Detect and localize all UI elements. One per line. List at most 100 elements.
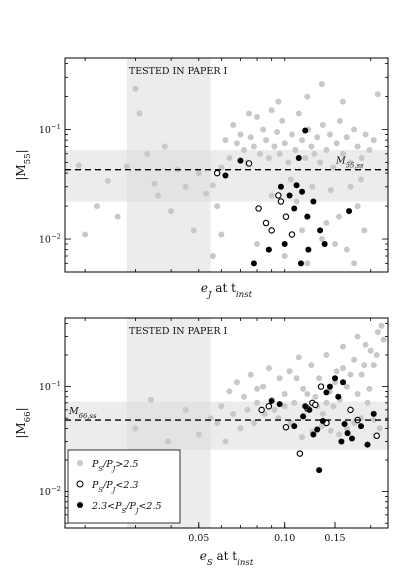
data-point-s1-4 — [268, 227, 275, 234]
data-point-s0-43 — [373, 351, 380, 358]
data-point-s2-12 — [305, 246, 312, 253]
data-point-s0-36 — [271, 143, 278, 150]
data-point-s0-17 — [286, 368, 293, 375]
data-point-s2-13 — [341, 421, 348, 428]
data-point-s0-74 — [309, 183, 316, 190]
data-point-s0-72 — [340, 98, 347, 105]
data-point-s0-89 — [218, 231, 225, 238]
data-point-s0-92 — [336, 213, 343, 220]
data-point-s0-25 — [319, 410, 326, 417]
data-point-s0-50 — [314, 134, 321, 141]
legend-marker-0 — [77, 460, 83, 466]
data-point-s0-12 — [168, 208, 175, 215]
data-point-s2-18 — [370, 410, 377, 417]
data-point-s2-18 — [295, 154, 302, 161]
data-point-s0-53 — [323, 147, 330, 154]
data-point-s0-26 — [323, 351, 330, 358]
data-point-s0-10 — [247, 371, 254, 378]
data-point-s1-9 — [347, 406, 354, 414]
data-point-s0-41 — [378, 322, 385, 329]
data-point-s0-70 — [275, 98, 282, 105]
y-tick-label: 10−1 — [39, 380, 61, 393]
data-point-s0-85 — [361, 227, 368, 234]
data-point-s0-87 — [281, 252, 288, 259]
data-point-s0-72 — [304, 390, 311, 397]
data-point-s0-69 — [304, 93, 311, 100]
data-point-s0-67 — [361, 362, 368, 369]
data-point-s0-8 — [144, 150, 151, 157]
data-point-s0-54 — [326, 131, 333, 138]
data-point-s2-10 — [331, 375, 338, 382]
data-point-s1-7 — [288, 231, 296, 238]
data-point-s0-3 — [104, 177, 111, 184]
data-point-s2-5 — [299, 188, 306, 195]
data-point-s0-8 — [233, 379, 240, 386]
legend-label-1: PS/PJ<2.3 — [91, 480, 138, 494]
data-point-s2-8 — [323, 389, 330, 396]
data-point-s0-64 — [362, 131, 369, 138]
x-tick-label: 0.15 — [324, 533, 345, 544]
data-point-s0-77 — [293, 198, 300, 205]
data-point-s0-58 — [340, 150, 347, 157]
data-point-s2-3 — [300, 413, 307, 420]
data-point-s0-44 — [364, 399, 371, 406]
data-point-s0-93 — [354, 203, 361, 210]
data-point-s2-3 — [286, 192, 293, 199]
data-point-s1-3 — [296, 450, 304, 457]
data-point-s0-60 — [347, 159, 354, 166]
data-point-s0-0 — [132, 425, 139, 432]
data-point-s0-65 — [366, 147, 373, 154]
data-point-s0-49 — [311, 150, 318, 157]
data-point-s2-7 — [291, 205, 298, 212]
data-point-s0-29 — [333, 368, 340, 375]
data-point-s0-24 — [233, 140, 240, 147]
data-point-s0-68 — [318, 81, 325, 88]
data-point-s1-11 — [373, 432, 380, 440]
data-point-s0-26 — [240, 147, 247, 154]
data-point-s0-11 — [254, 399, 261, 406]
data-point-s0-61 — [244, 406, 251, 413]
data-point-s0-16 — [281, 390, 288, 397]
data-point-s0-63 — [358, 154, 365, 161]
data-point-s2-8 — [304, 213, 311, 220]
data-point-s0-62 — [354, 143, 361, 150]
x-axis-label: eJ at tinst — [201, 281, 253, 300]
data-point-s2-15 — [348, 435, 355, 442]
legend-label-0: PS/PJ>2.5 — [91, 459, 138, 473]
y-tick-label: 10−2 — [39, 233, 61, 246]
data-point-s0-68 — [367, 347, 374, 354]
data-point-s2-13 — [281, 241, 288, 248]
data-point-s0-44 — [295, 110, 302, 117]
x-tick-label: 0.10 — [274, 533, 295, 544]
data-point-s1-2 — [282, 423, 290, 431]
data-point-s2-9 — [326, 383, 333, 390]
data-point-s2-2 — [277, 183, 284, 190]
data-point-s0-28 — [330, 403, 337, 410]
y-axis-label-group: |M66| — [14, 407, 33, 438]
data-point-s2-5 — [310, 431, 317, 438]
data-point-s0-43 — [292, 147, 299, 154]
data-point-s0-79 — [358, 176, 365, 183]
data-point-s2-20 — [340, 379, 347, 386]
data-point-s0-39 — [279, 117, 286, 124]
data-point-s0-14 — [182, 183, 189, 190]
data-point-s0-28 — [247, 134, 254, 141]
y-tick-label: 10−1 — [39, 123, 61, 136]
data-point-s0-66 — [347, 371, 354, 378]
legend-marker-2 — [77, 502, 83, 508]
data-point-s2-11 — [335, 393, 342, 400]
data-point-s0-88 — [304, 260, 311, 267]
data-point-s2-6 — [314, 426, 321, 433]
data-point-s0-57 — [237, 425, 244, 432]
data-point-s1-6 — [282, 213, 290, 220]
data-point-s2-16 — [297, 260, 304, 267]
data-point-s0-38 — [276, 150, 283, 157]
data-point-s0-31 — [257, 150, 264, 157]
data-point-s0-70 — [340, 365, 347, 372]
data-point-s0-76 — [376, 425, 383, 432]
data-point-s0-81 — [318, 236, 325, 243]
data-point-s0-7 — [226, 388, 233, 395]
data-point-s0-40 — [281, 140, 288, 147]
data-point-s2-21 — [302, 403, 309, 410]
